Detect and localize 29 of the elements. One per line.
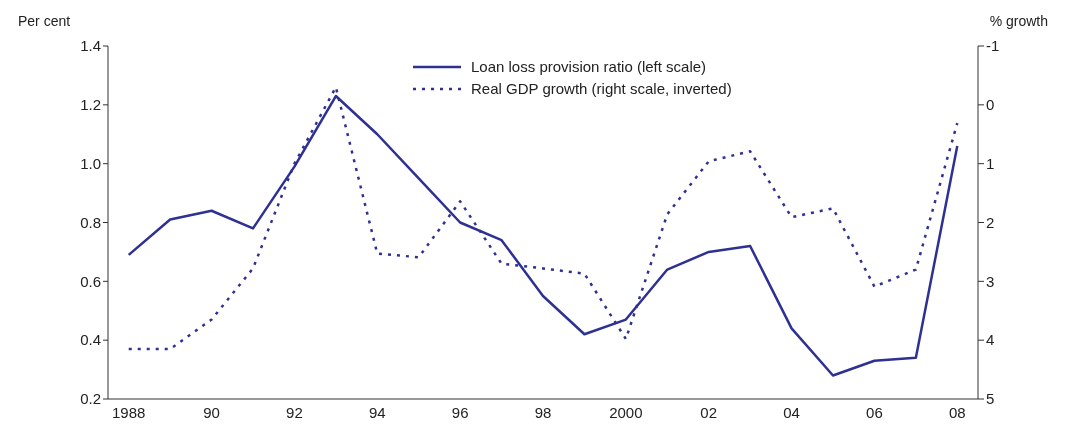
y2-tick-label: 1: [986, 154, 995, 172]
y2-tick-label: 3: [986, 272, 995, 290]
y2-tick-label: 0: [986, 96, 995, 114]
y2-tick-label: -1: [986, 37, 1000, 55]
x-tick-label: 06: [866, 403, 883, 421]
legend-label: Real GDP growth (right scale, inverted): [471, 79, 732, 99]
x-tick-label: 1988: [112, 403, 146, 421]
x-tick-label: 90: [203, 403, 220, 421]
x-tick-label: 96: [451, 403, 469, 421]
y-axis-title: Per cent: [18, 12, 71, 29]
y2-tick-label: 5: [986, 390, 995, 408]
y-tick-label: 0.6: [80, 272, 101, 290]
x-tick-label: 92: [286, 403, 303, 421]
x-tick-label: 94: [368, 403, 386, 421]
x-tick-label: 08: [948, 403, 966, 421]
y-tick-label: 0.4: [80, 331, 101, 349]
x-tick-label: 2000: [609, 403, 643, 421]
y2-tick-label: 4: [986, 331, 995, 349]
y2-axis-title: % growth: [989, 12, 1048, 29]
x-tick-label: 98: [534, 403, 552, 421]
x-tick-label: 02: [700, 403, 718, 421]
y-tick-label: 1.4: [80, 37, 101, 55]
y-tick-label: 0.8: [80, 213, 101, 231]
legend-label: Loan loss provision ratio (left scale): [471, 57, 707, 77]
x-tick-label: 04: [783, 403, 800, 421]
y-tick-label: 0.2: [80, 390, 101, 408]
y-tick-label: 1.0: [80, 154, 101, 172]
y2-tick-label: 2: [986, 213, 995, 231]
y-tick-label: 1.2: [80, 96, 101, 114]
